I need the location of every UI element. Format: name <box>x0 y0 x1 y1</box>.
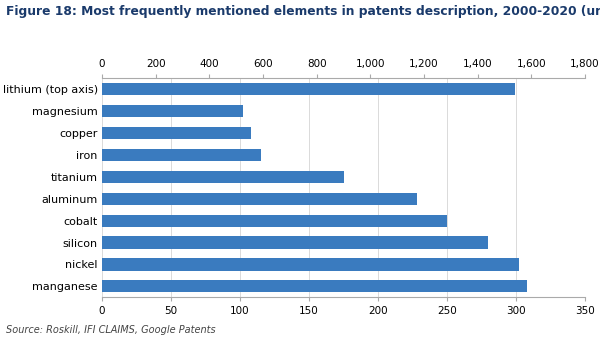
Bar <box>102 171 343 183</box>
Bar <box>102 281 527 292</box>
Bar <box>102 83 515 95</box>
Bar <box>102 193 416 204</box>
Bar <box>102 259 519 270</box>
Bar <box>102 105 243 117</box>
Bar <box>102 215 447 226</box>
Text: Source: Roskill, IFI CLAIMS, Google Patents: Source: Roskill, IFI CLAIMS, Google Pate… <box>6 324 215 335</box>
Bar <box>102 237 488 248</box>
Bar <box>102 127 251 139</box>
Bar <box>102 149 260 161</box>
Text: Figure 18: Most frequently mentioned elements in patents description, 2000-2020 : Figure 18: Most frequently mentioned ele… <box>6 5 600 18</box>
